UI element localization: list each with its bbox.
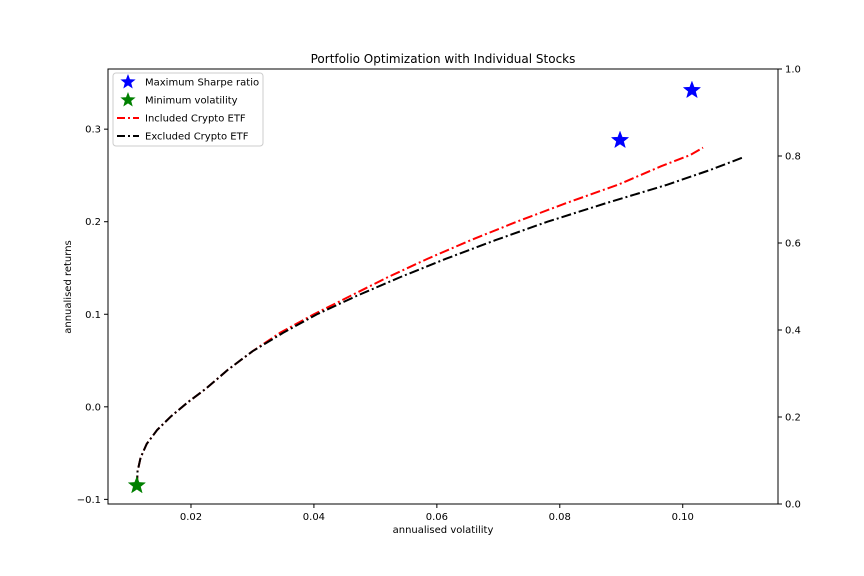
y2-tick-label: 0.4 bbox=[785, 326, 801, 337]
y2-tick-label: 0.8 bbox=[785, 152, 801, 163]
legend-box bbox=[112, 72, 264, 147]
legend-label: Included Crypto ETF bbox=[145, 114, 246, 125]
x-tick-label: 0.08 bbox=[549, 512, 571, 523]
x-tick-label: 0.04 bbox=[303, 512, 325, 523]
y-tick-label: 0.0 bbox=[85, 402, 101, 413]
legend-label: Excluded Crypto ETF bbox=[145, 132, 249, 143]
x-tick-label: 0.02 bbox=[180, 512, 202, 523]
y-tick-label: 0.2 bbox=[85, 217, 101, 228]
y2-axis: 0.0 0.2 0.4 0.6 0.8 1.0 bbox=[778, 65, 801, 511]
star-marker bbox=[682, 80, 702, 99]
y-axis-label: annualised returns bbox=[63, 240, 74, 334]
y2-tick-label: 0.0 bbox=[785, 500, 801, 511]
y2-tick-label: 1.0 bbox=[785, 65, 801, 76]
plot-area bbox=[127, 80, 745, 494]
legend-label: Minimum volatility bbox=[145, 96, 238, 107]
legend-star-icon bbox=[120, 92, 136, 107]
star-marker bbox=[610, 130, 630, 149]
plot-frame bbox=[107, 68, 779, 505]
x-axis-label: annualised volatility bbox=[393, 525, 494, 536]
y-axis: −0.1 0.0 0.1 0.2 0.3 bbox=[77, 125, 108, 506]
legend: Maximum Sharpe ratio Minimum volatility In… bbox=[112, 72, 264, 147]
series-line-excluded-crypto-etf bbox=[135, 155, 745, 486]
y-tick-label: 0.1 bbox=[85, 310, 101, 321]
x-tick-label: 0.10 bbox=[672, 512, 694, 523]
legend-label: Maximum Sharpe ratio bbox=[145, 78, 259, 89]
chart-title: Portfolio Optimization with Individual S… bbox=[311, 52, 576, 66]
legend-star-icon bbox=[120, 74, 136, 89]
star-marker bbox=[127, 475, 147, 494]
y-tick-label: 0.3 bbox=[85, 125, 101, 136]
y2-tick-label: 0.2 bbox=[785, 413, 801, 424]
y-tick-label: −0.1 bbox=[77, 495, 101, 506]
series-line-included-crypto-etf bbox=[135, 146, 704, 486]
x-axis: 0.02 0.04 0.06 0.08 0.10 bbox=[180, 504, 694, 523]
x-tick-label: 0.06 bbox=[426, 512, 448, 523]
y2-tick-label: 0.6 bbox=[785, 239, 801, 250]
